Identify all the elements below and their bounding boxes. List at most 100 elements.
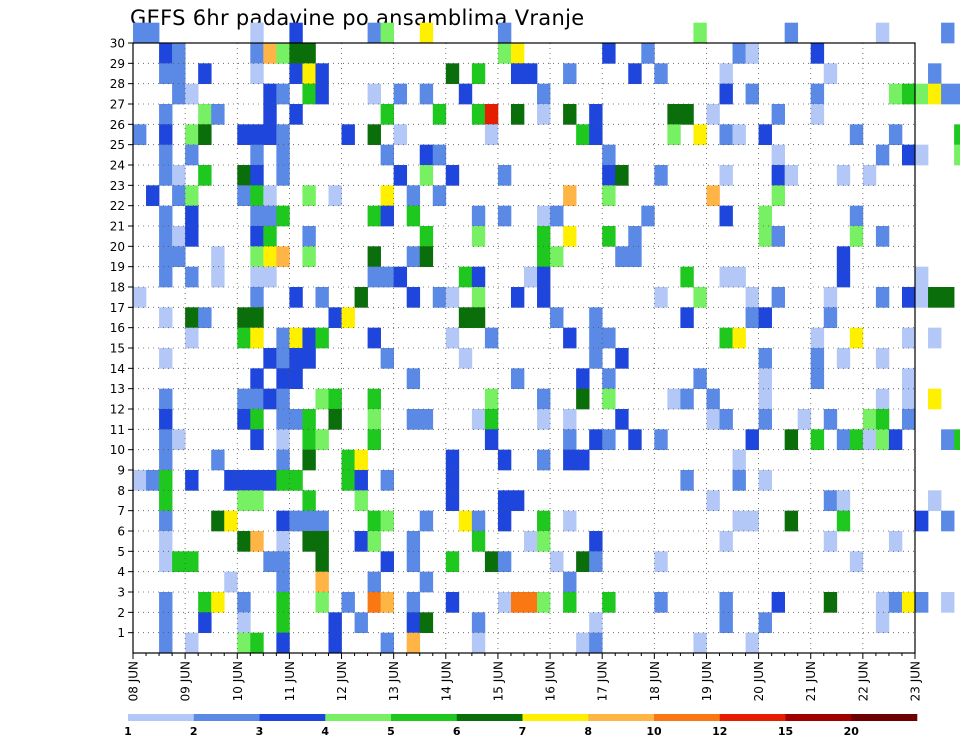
ensemble-cell: [497, 22, 512, 44]
ensemble-cell: [524, 531, 538, 552]
legend-swatch: [128, 714, 195, 721]
ensemble-cell: [471, 612, 486, 634]
ensemble-cell: [263, 266, 277, 288]
ensemble-cell: [250, 490, 264, 512]
y-tick-label: 6: [117, 525, 125, 539]
ensemble-cell: [745, 510, 759, 532]
ensemble-cell: [471, 632, 486, 654]
ensemble-cell: [602, 165, 616, 186]
ensemble-cell: [445, 449, 460, 471]
ensemble-cell: [250, 287, 264, 308]
ensemble-cell: [732, 43, 746, 64]
ensemble-cell: [563, 429, 577, 451]
ensemble-cell: [471, 409, 486, 430]
y-tick-label: 16: [110, 321, 125, 335]
ensemble-cell: [237, 388, 251, 410]
legend-swatch: [785, 714, 852, 721]
ensemble-cell: [901, 388, 916, 410]
ensemble-cell: [393, 266, 408, 288]
ensemble-cell: [172, 83, 186, 105]
legend-swatch: [456, 714, 523, 721]
ensemble-cell: [693, 632, 707, 654]
ensemble-cell: [758, 226, 772, 247]
ensemble-cell: [419, 510, 434, 532]
ensemble-cell: [928, 388, 942, 410]
ensemble-cell: [628, 429, 642, 451]
ensemble-cell: [159, 104, 173, 125]
ensemble-cell: [602, 144, 616, 166]
ensemble-cell: [745, 43, 759, 64]
ensemble-cell: [211, 246, 225, 268]
ensemble-cell: [875, 388, 890, 410]
ensemble-cell: [432, 144, 447, 166]
ensemble-cell: [159, 490, 173, 512]
ensemble-cell: [250, 266, 264, 288]
ensemble-cell: [341, 470, 355, 491]
ensemble-cell: [237, 612, 251, 634]
ensemble-cell: [276, 571, 290, 593]
ensemble-cell: [810, 104, 825, 125]
ensemble-cell: [941, 429, 955, 451]
ensemble-cell: [276, 368, 290, 390]
ensemble-cell: [719, 531, 733, 552]
ensemble-cell: [276, 327, 290, 349]
ensemble-cell: [289, 63, 303, 85]
ensemble-cell: [406, 531, 421, 552]
ensemble-cell: [537, 205, 551, 227]
ensemble-cell: [706, 490, 720, 512]
ensemble-cell: [185, 144, 199, 166]
ensemble-cell: [862, 429, 877, 451]
ensemble-cell: [445, 490, 460, 512]
ensemble-cell: [133, 124, 147, 146]
ensemble-cell: [589, 429, 603, 451]
ensemble-cell: [289, 104, 303, 125]
ensemble-cell: [497, 592, 512, 613]
ensemble-cell: [185, 185, 199, 207]
y-tick-label: 4: [117, 565, 125, 579]
ensemble-cell: [159, 307, 173, 329]
ensemble-cell: [159, 531, 173, 552]
ensemble-cell: [771, 287, 786, 308]
ensemble-cell: [836, 246, 851, 268]
ensemble-cell: [237, 307, 251, 329]
ensemble-cell: [380, 144, 395, 166]
ensemble-cell: [406, 551, 421, 573]
ensemble-cell: [471, 205, 486, 227]
ensemble-cell: [510, 104, 525, 125]
ensemble-cell: [276, 429, 290, 451]
ensemble-cell: [693, 124, 707, 146]
ensemble-cell: [393, 124, 408, 146]
ensemble-cell: [954, 124, 960, 146]
ensemble-cell: [315, 63, 329, 85]
ensemble-cell: [302, 327, 316, 349]
x-axis-ticks: 08 JUN 09 JUN 10 JUN 11 JUN 12 JUN 13 JUN 14 J…: [127, 653, 923, 701]
ensemble-cell: [510, 63, 525, 85]
ensemble-cell: [771, 165, 786, 186]
ensemble-cell: [641, 205, 655, 227]
ensemble-cell: [354, 612, 368, 634]
ensemble-cell: [250, 470, 264, 491]
ensemble-cell: [693, 287, 707, 308]
ensemble-cell: [602, 368, 616, 390]
ensemble-cell: [237, 165, 251, 186]
ensemble-cell: [954, 144, 960, 166]
ensemble-cell: [289, 327, 303, 349]
ensemble-cell: [211, 510, 225, 532]
ensemble-cell: [602, 43, 616, 64]
ensemble-cell: [276, 531, 290, 552]
ensemble-cell: [458, 348, 473, 369]
ensemble-cell: [901, 144, 916, 166]
x-tick-label: 10 JUN: [231, 661, 245, 701]
ensemble-cell: [732, 470, 746, 491]
ensemble-cell: [185, 551, 199, 573]
ensemble-cell: [237, 531, 251, 552]
ensemble-cell: [667, 124, 681, 146]
ensemble-cell: [563, 104, 577, 125]
y-tick-label: 30: [110, 37, 125, 51]
ensemble-cell: [237, 409, 251, 430]
ensemble-cell: [901, 83, 916, 105]
ensemble-cell: [367, 571, 381, 593]
ensemble-cell: [159, 409, 173, 430]
ensemble-cell: [315, 83, 329, 105]
ensemble-cell: [706, 185, 720, 207]
